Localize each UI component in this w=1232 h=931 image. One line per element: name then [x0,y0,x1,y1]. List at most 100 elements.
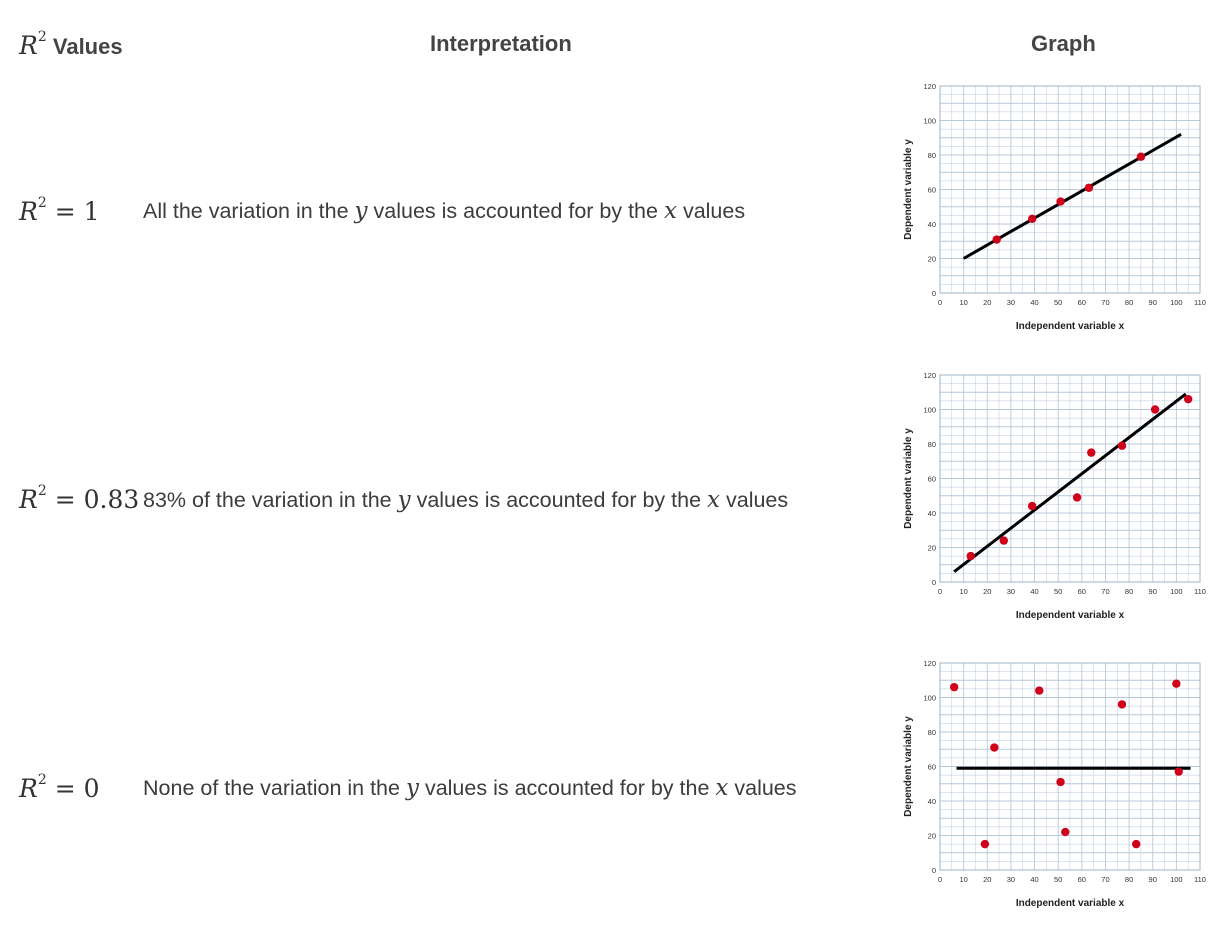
x-tick-label: 20 [983,875,991,884]
r2-value-2: R2 = 0.83 [19,483,139,514]
var-x: x [707,487,720,513]
y-tick-label: 100 [923,694,936,703]
x-tick-label: 40 [1030,587,1038,596]
interpretation-3: None of the variation in the y values is… [143,775,797,801]
chart-svg: 0 10 20 30 40 50 60 70 80 90 100 110 0 20 40 60 80 100 120… [903,659,1206,909]
y-tick-label: 40 [928,797,936,806]
y-axis-label: Dependent variable y [903,139,914,240]
interp-text: values is accounted for by the [373,199,658,223]
x-tick-label: 80 [1125,587,1133,596]
x-tick-label: 60 [1078,875,1086,884]
r2-power: 2 [37,483,47,499]
x-tick-label: 90 [1149,298,1157,307]
interpretation-2: 83% of the variation in the y values is … [143,487,788,513]
y-axis-label: Dependent variable y [903,716,914,817]
x-tick-label: 110 [1194,587,1206,596]
data-point [1136,152,1146,161]
x-tick-label: 30 [1007,587,1015,596]
data-point [980,839,990,849]
x-tick-label: 110 [1194,875,1206,884]
data-point [1084,183,1094,192]
data-point [966,551,975,561]
y-tick-label: 120 [923,371,936,380]
chart-svg: 0 10 20 30 40 50 60 70 80 90 100 110 0 20 40 60 80 100 120… [903,82,1206,332]
plot-frame [939,662,1201,871]
var-y: y [354,198,368,224]
interp-text: values is accounted for by the [416,488,702,512]
data-point [1027,214,1037,224]
x-tick-label: 30 [1007,875,1015,884]
trend-line [953,392,1187,573]
var-y: y [397,487,411,513]
x-tick-label: 20 [983,587,991,596]
x-tick-label: 40 [1030,298,1038,307]
x-axis-label: Independent variable x [1016,898,1125,909]
y-tick-label: 0 [932,289,936,298]
r2-power: 2 [37,195,47,211]
x-axis-label: Independent variable x [1016,321,1125,332]
x-tick-label: 70 [1101,875,1109,884]
header-interpretation: Interpretation [430,31,572,56]
data-point [1117,441,1127,450]
x-tick-label: 90 [1149,875,1157,884]
x-tick-label: 0 [938,875,942,884]
r2-value-3: R2 = 0 [19,772,100,803]
data-point [992,235,1001,244]
x-tick-label: 90 [1149,587,1157,596]
data-point [1131,839,1141,849]
header-symbol: R [19,31,38,60]
interp-text: All the variation in the [143,199,349,223]
data-point [1027,501,1037,511]
x-tick-label: 40 [1030,875,1038,884]
scatter-chart-1: 0 10 20 30 40 50 60 70 80 90 100 110 0 20 40 60 80 100 120… [895,75,1215,335]
var-x: x [715,775,729,801]
var-x: x [663,198,677,224]
y-tick-label: 80 [928,728,936,737]
x-tick-label: 0 [938,587,942,596]
r2-power: 2 [37,772,47,788]
x-tick-label: 70 [1101,298,1109,307]
chart-svg: 0 10 20 30 40 50 60 70 80 90 100 110 0 20 40 60 80 100 120… [903,371,1206,621]
r2-value-1: R2 = 1 [19,195,100,226]
x-tick-label: 60 [1078,298,1086,307]
y-tick-label: 40 [928,220,936,229]
x-tick-label: 20 [983,298,991,307]
y-tick-label: 20 [928,255,936,264]
x-tick-label: 0 [938,298,942,307]
interp-text: None of the variation in the [143,776,400,800]
x-tick-label: 70 [1101,587,1109,596]
interp-text: values [682,199,746,223]
plot-frame [939,374,1201,583]
y-tick-label: 120 [923,659,936,668]
x-tick-label: 10 [959,587,967,596]
interp-text: values is accounted for by the [424,776,710,800]
y-tick-label: 60 [928,186,936,195]
data-point [1056,777,1065,787]
x-tick-label: 10 [959,298,967,307]
x-tick-label: 10 [959,875,967,884]
header-values-label: Values [52,34,123,59]
header-power: 2 [37,29,47,45]
y-tick-label: 40 [928,509,936,518]
y-tick-label: 0 [932,578,936,587]
data-point [1174,767,1183,776]
interp-text: 83% of the variation in the [143,488,392,512]
x-tick-label: 80 [1125,298,1133,307]
r2-rhs: = 0 [54,774,100,803]
interp-text: values [734,776,797,800]
r2-symbol: R [19,485,38,514]
y-tick-label: 0 [932,866,936,875]
data-point [1056,197,1065,206]
data-point [1087,448,1096,457]
y-tick-label: 60 [928,475,936,484]
x-tick-label: 80 [1125,875,1133,884]
x-tick-label: 100 [1170,298,1183,307]
var-y: y [405,775,419,801]
y-tick-label: 20 [928,544,936,553]
y-tick-label: 80 [928,440,936,449]
scatter-chart-3: 0 10 20 30 40 50 60 70 80 90 100 110 0 20 40 60 80 100 120… [895,652,1215,912]
x-tick-label: 100 [1170,875,1183,884]
r2-symbol: R [19,774,38,803]
data-point [1183,394,1193,404]
y-tick-label: 80 [928,151,936,160]
